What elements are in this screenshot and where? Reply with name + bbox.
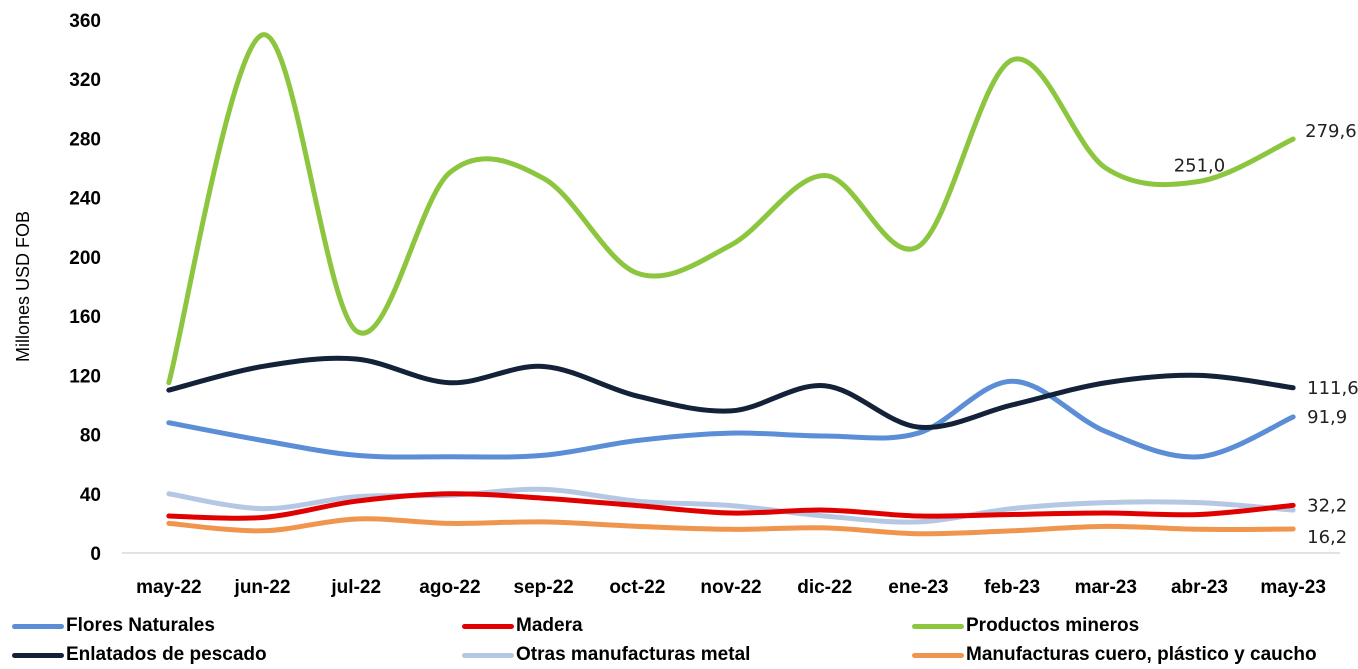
data-label: 251,0 <box>1174 155 1226 176</box>
legend-item-productos-mineros: Productos mineros <box>912 612 1139 640</box>
line-chart: Millones USD FOB 0 40 80 120 160 200 240 280 320… <box>13 11 1358 598</box>
legend-swatch <box>12 623 64 629</box>
series-line-otras-manufacturas-metal <box>166 486 1296 525</box>
legend-item-otras-manufacturas-metal: Otras manufacturas metal <box>462 641 750 669</box>
y-tick-label: 160 <box>69 307 101 328</box>
y-tick-label: 120 <box>69 366 101 387</box>
legend-swatch <box>912 623 964 629</box>
y-tick-label: 80 <box>80 426 101 447</box>
y-axis-title: Millones USD FOB <box>13 211 33 362</box>
legend-label: Productos mineros <box>966 615 1140 636</box>
legend-item-enlatados-de-pescado: Enlatados de pescado <box>12 641 267 669</box>
data-labels: 251,0 279,6 111,6 91,9 32,2 16,2 <box>1174 121 1358 548</box>
y-tick-label: 40 <box>80 485 101 506</box>
legend-swatch <box>462 652 514 658</box>
legend-item-flores-naturales: Flores Naturales <box>12 612 215 640</box>
x-tick-label: ene-23 <box>888 577 948 598</box>
legend-label: Otras manufacturas metal <box>516 644 751 665</box>
series-line-madera <box>166 491 1296 521</box>
data-label: 279,6 <box>1305 121 1357 142</box>
legend-swatch <box>912 652 964 658</box>
y-tick-label: 320 <box>69 70 101 91</box>
y-tick-label: 200 <box>69 248 101 269</box>
x-axis-ticks: may-22 jun-22 jul-22 ago-22 sep-22 oct-22 nov-… <box>136 577 1326 598</box>
data-label: 91,9 <box>1307 407 1347 428</box>
x-tick-label: mar-23 <box>1075 577 1137 598</box>
data-label: 32,2 <box>1307 495 1347 516</box>
data-label: 16,2 <box>1307 527 1347 548</box>
y-tick-label: 360 <box>69 11 101 32</box>
series-line-productos-mineros <box>166 32 1296 386</box>
y-axis-title-text: Millones USD FOB <box>13 211 33 362</box>
x-tick-label: nov-22 <box>700 577 761 598</box>
series-line-manufacturas-cuero-plastico-y-caucho <box>166 516 1296 537</box>
legend-label: Manufacturas cuero, plástico y caucho <box>966 644 1317 665</box>
series-line-enlatados-de-pescado <box>166 355 1296 431</box>
x-tick-label: may-22 <box>136 577 202 598</box>
x-tick-label: feb-23 <box>984 577 1040 598</box>
x-tick-label: jul-22 <box>330 577 381 598</box>
legend-label: Enlatados de pescado <box>66 644 267 665</box>
series-lines <box>166 32 1296 537</box>
legend-label: Madera <box>516 615 583 636</box>
x-tick-label: abr-23 <box>1171 577 1228 598</box>
data-label: 111,6 <box>1307 378 1358 399</box>
legend-item-manufacturas-cuero-plastico-y-caucho: Manufacturas cuero, plástico y caucho <box>912 641 1317 669</box>
series-line-flores-naturales <box>166 378 1296 460</box>
legend-item-madera: Madera <box>462 612 583 640</box>
y-axis-ticks: 0 40 80 120 160 200 240 280 320 360 <box>69 11 101 565</box>
x-tick-label: ago-22 <box>419 577 480 598</box>
legend: Flores Naturales Madera Productos mineros E… <box>0 608 1358 666</box>
x-tick-label: dic-22 <box>797 577 852 598</box>
x-tick-label: jun-22 <box>234 577 291 598</box>
y-tick-label: 240 <box>69 189 101 210</box>
y-tick-label: 0 <box>90 544 101 565</box>
x-tick-label: sep-22 <box>514 577 574 598</box>
legend-swatch <box>12 652 64 658</box>
legend-label: Flores Naturales <box>66 615 215 636</box>
legend-swatch <box>462 623 514 629</box>
x-tick-label: oct-22 <box>609 577 665 598</box>
y-tick-label: 280 <box>69 129 101 150</box>
x-tick-label: may-23 <box>1260 577 1326 598</box>
